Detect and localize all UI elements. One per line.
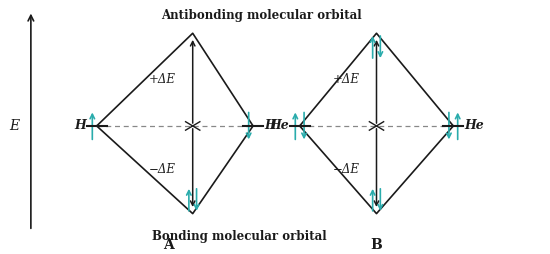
Text: E: E [9,119,19,133]
Text: H: H [264,119,276,132]
Text: Bonding molecular orbital: Bonding molecular orbital [152,230,327,243]
Text: +ΔE: +ΔE [149,73,176,86]
Text: B: B [371,238,382,252]
Text: −ΔE: −ΔE [333,163,360,176]
Text: He: He [464,119,484,132]
Text: +ΔE: +ΔE [333,73,360,86]
Text: H: H [74,119,86,132]
Text: A: A [163,238,173,252]
Text: He: He [269,119,289,132]
Text: −ΔE: −ΔE [149,163,176,176]
Text: Antibonding molecular orbital: Antibonding molecular orbital [161,9,361,22]
